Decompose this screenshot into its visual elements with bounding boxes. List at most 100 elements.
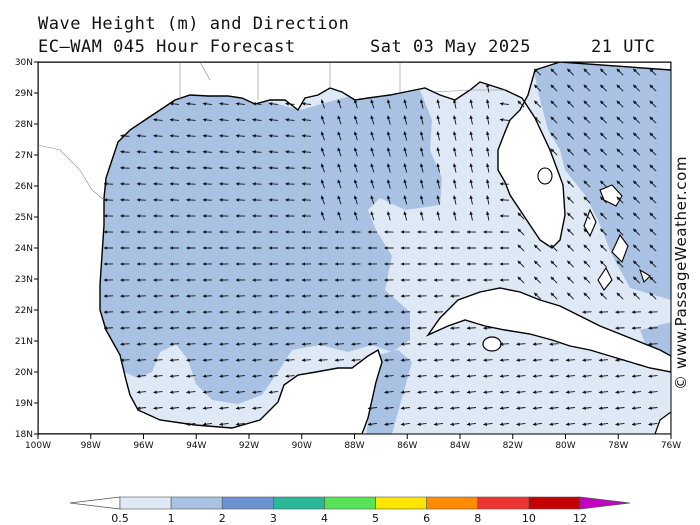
wave-arrow	[337, 147, 342, 157]
wave-arrow	[566, 244, 575, 252]
wave-arrow	[320, 195, 325, 205]
wave-arrow	[533, 100, 542, 108]
lon-tick-label: 82W	[503, 441, 523, 451]
wave-arrow	[235, 102, 246, 106]
wave-arrow	[153, 374, 163, 378]
wave-arrow	[452, 211, 457, 221]
wave-arrow	[599, 164, 608, 172]
wave-arrow	[320, 211, 325, 221]
wave-arrow	[565, 422, 576, 426]
wave-arrow	[450, 406, 460, 410]
wave-arrow	[632, 212, 641, 220]
wave-arrow	[235, 342, 246, 346]
wave-arrow	[649, 100, 657, 108]
wave-arrow	[598, 358, 609, 362]
colorbar-label: 8	[474, 512, 481, 525]
colorbar-segment	[170, 496, 223, 510]
wave-arrow	[452, 163, 457, 173]
wave-arrow	[436, 195, 440, 205]
wave-arrow	[583, 148, 591, 156]
wave-arrow	[499, 374, 510, 378]
wave-arrow	[649, 116, 657, 124]
wave-arrow	[566, 68, 575, 76]
wave-arrow	[252, 102, 262, 106]
wave-arrow	[351, 342, 361, 346]
wave-arrow	[499, 358, 510, 362]
wave-arrow	[136, 390, 147, 394]
wave-arrow	[483, 422, 493, 426]
wave-arrow	[268, 358, 279, 362]
wave-arrow	[370, 179, 375, 189]
wave-arrow	[202, 390, 213, 394]
wave-band-medium-caribbean	[640, 322, 671, 360]
land-cuba	[425, 287, 671, 373]
wave-arrow	[403, 147, 408, 157]
wave-arrow	[153, 134, 163, 138]
wave-arrow	[320, 99, 325, 109]
forecast-time: 21 UTC	[591, 37, 656, 57]
wave-arrow	[566, 100, 575, 108]
lon-tick-label: 100W	[25, 441, 51, 451]
wave-arrow	[516, 406, 526, 410]
wave-arrow	[353, 211, 358, 221]
wave-arrow	[632, 84, 641, 92]
wave-arrow	[533, 276, 542, 284]
wave-arrow	[517, 228, 525, 236]
wave-arrow	[649, 132, 657, 140]
wave-arrow	[219, 134, 229, 138]
wave-arrow	[466, 342, 477, 346]
wave-arrow	[566, 148, 575, 156]
wave-arrow	[599, 100, 608, 108]
wave-arrow	[598, 422, 609, 426]
wave-arrow	[400, 406, 411, 410]
wave-arrow	[582, 390, 592, 394]
wave-arrow	[550, 132, 558, 140]
wave-arrow	[268, 134, 279, 138]
wave-arrow	[549, 342, 559, 346]
wave-arrow	[466, 358, 477, 362]
wave-arrow	[632, 276, 641, 284]
wave-arrow	[202, 102, 213, 106]
wave-arrow	[120, 134, 130, 138]
wave-arrow	[550, 116, 558, 124]
wave-arrow	[301, 134, 312, 138]
wave-arrow	[517, 212, 525, 220]
wave-arrow	[649, 148, 657, 156]
wave-arrow	[337, 163, 342, 173]
wave-arrow	[566, 116, 575, 124]
wave-arrow	[469, 195, 474, 205]
wave-arrow	[550, 244, 558, 252]
lat-tick-label: 21N	[15, 337, 33, 347]
wave-arrow	[533, 260, 542, 268]
wave-arrow	[450, 390, 460, 394]
land-caribbean-islands	[654, 411, 671, 434]
wave-arrow	[452, 115, 457, 125]
wave-arrow	[386, 99, 391, 109]
wave-arrow	[599, 228, 608, 236]
wave-arrow	[169, 374, 180, 378]
wave-arrow	[566, 276, 575, 284]
wave-arrow	[219, 166, 229, 170]
wave-arrow	[469, 99, 474, 109]
wave-arrow	[452, 99, 457, 109]
wave-arrow	[649, 196, 657, 204]
wave-arrow	[169, 342, 180, 346]
wave-arrow	[616, 212, 624, 220]
wave-arrow	[318, 358, 328, 362]
wave-arrow	[532, 374, 543, 378]
wave-arrow	[384, 422, 394, 426]
wave-arrow	[649, 164, 657, 172]
wave-arrow	[583, 276, 591, 284]
wave-arrow	[616, 84, 624, 92]
colorbar-segment	[426, 496, 479, 510]
wave-arrow	[301, 166, 312, 170]
wave-arrow	[485, 179, 490, 189]
wave-arrow	[252, 118, 262, 122]
wave-arrow	[532, 406, 543, 410]
wave-arrow	[599, 116, 608, 124]
wave-arrow	[384, 390, 394, 394]
wave-arrow	[219, 422, 229, 426]
colorbar-label: 0.5	[111, 512, 129, 525]
wave-arrow	[436, 131, 440, 141]
wave-arrow	[301, 102, 312, 106]
